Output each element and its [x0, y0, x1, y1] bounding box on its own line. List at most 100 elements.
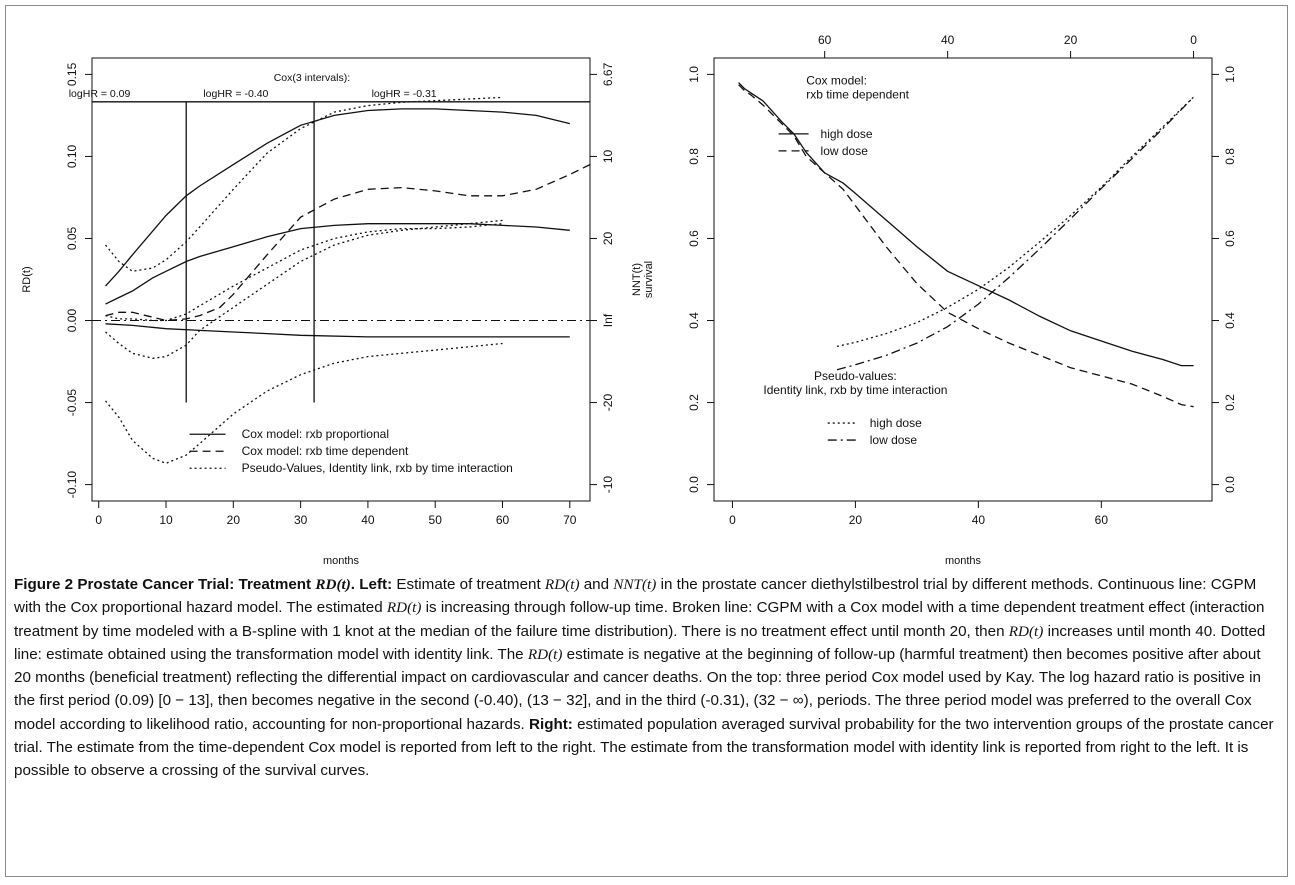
caption-math: RD(t)	[527, 645, 563, 663]
caption-math: RD(t)	[1008, 622, 1044, 640]
y2-tick-label: 0.2	[1223, 394, 1237, 411]
top-tick-label: 0	[1190, 33, 1197, 47]
series-line	[105, 219, 503, 359]
caption-math: RD(t)	[544, 576, 580, 593]
y2-tick-label: 20	[601, 231, 615, 245]
x-tick-label: 60	[496, 513, 510, 527]
y2-tick-label: Inf	[601, 313, 615, 327]
y2-tick-label: 0.8	[1223, 148, 1237, 165]
series-line	[105, 108, 570, 287]
figure-label: Figure 2	[14, 576, 74, 593]
caption-text: and	[579, 576, 614, 593]
cox-interval-label: logHR = 0.09	[69, 88, 131, 100]
x-tick-label: 30	[294, 513, 308, 527]
figure-caption: Figure 2 Prostate Cancer Trial: Treatmen…	[14, 573, 1276, 783]
annotation-pseudo: Pseudo-values:Identity link, rxb by time…	[763, 369, 947, 447]
cox-intervals-title: Cox(3 intervals):	[274, 72, 350, 84]
left-panel-chart: 0 10 20 30 40 50 60 70 months -0.10 -0.05 0.00 0.05 0…	[21, 57, 643, 567]
legend: Cox model: rxb proportional Cox model: rx…	[189, 427, 513, 475]
y-tick-label: 0.0	[687, 476, 701, 493]
top-tick-label: 20	[1064, 33, 1078, 47]
y-tick-label: 0.10	[65, 144, 79, 168]
caption-math: NNT(t)	[613, 576, 657, 593]
x-tick-label: 20	[849, 513, 863, 527]
figure-title-math: RD(t)	[315, 576, 351, 593]
series-group	[92, 96, 590, 464]
caption-text: estimated population averaged survival p…	[14, 715, 1274, 780]
annotation-label: low dose	[870, 433, 918, 447]
figure-title-end: .	[350, 576, 360, 593]
y2-tick-label: 0.0	[1223, 476, 1237, 493]
x-tick-label: 70	[563, 513, 577, 527]
x-tick-label: 40	[972, 513, 986, 527]
y-tick-label: 0.6	[687, 230, 701, 247]
series-line	[105, 223, 570, 305]
annotation-cox: Cox model:rxb time dependent high dose low…	[778, 74, 910, 158]
caption-math: RD(t)	[386, 599, 422, 617]
plot-frame	[713, 57, 1213, 502]
y2-axis-label: NNT(t)	[631, 263, 643, 296]
y-tick-label: 0.05	[65, 226, 79, 250]
y2-tick-label: 0.6	[1223, 230, 1237, 247]
x-tick-label: 0	[95, 513, 102, 527]
caption-text: is increasing through follow-up time. Br…	[14, 599, 1265, 640]
series-line	[738, 84, 1194, 408]
y-tick-label: 0.4	[687, 312, 701, 329]
y-tick-label: 1.0	[687, 66, 701, 83]
x-tick-label: 20	[227, 513, 241, 527]
x-axis-label: months	[945, 555, 982, 567]
legend-label: Cox model: rxb proportional	[242, 427, 389, 441]
y-tick-label: 0.15	[65, 62, 79, 86]
annotation-title: rxb time dependent	[806, 88, 909, 102]
x-tick-label: 10	[159, 513, 173, 527]
left-label: Left:	[359, 576, 393, 593]
series-line	[105, 164, 590, 322]
x-tick-label: 0	[729, 513, 736, 527]
y-tick-label: -0.05	[65, 389, 79, 417]
y2-tick-label: -20	[601, 394, 615, 412]
series-line	[105, 223, 503, 322]
y-axis-label: RD(t)	[21, 266, 33, 292]
annotation-title: Identity link, rxb by time interaction	[763, 383, 947, 397]
y2-tick-label: -10	[601, 476, 615, 494]
right-panel-chart: 0 20 40 60 months 0.0 0.2 0.4 0.6 0.8 1.0 survival 0…	[643, 33, 1237, 567]
series-line	[104, 342, 503, 464]
y-tick-label: 0.2	[687, 394, 701, 411]
plot-frame	[91, 57, 591, 502]
x-axis-label: months	[323, 555, 360, 567]
annotation-label: high dose	[821, 127, 873, 141]
right-label: Right:	[529, 715, 573, 733]
annotation-title: Pseudo-values:	[814, 369, 897, 383]
figure-title: Prostate Cancer Trial: Treatment	[77, 576, 316, 593]
caption-text: Estimate of treatment	[392, 576, 545, 593]
series-group	[738, 82, 1195, 408]
top-tick-label: 40	[941, 33, 955, 47]
y2-tick-label: 6.67	[601, 62, 615, 86]
caption-text: in the prostate cancer diethylstilbestro…	[14, 576, 1257, 617]
caption-text: increases until month 40. Dotted line: e…	[14, 622, 1266, 663]
y2-tick-label: 1.0	[1223, 66, 1237, 83]
y-tick-label: 0.8	[687, 148, 701, 165]
top-tick-label: 60	[818, 33, 832, 47]
series-line	[104, 96, 503, 272]
series-line	[836, 96, 1195, 371]
x-tick-label: 40	[361, 513, 375, 527]
caption-text: estimate is negative at the beginning of…	[14, 645, 1261, 733]
legend-label: Pseudo-Values, Identity link, rxb by tim…	[242, 461, 513, 475]
legend-label: Cox model: rxb time dependent	[242, 444, 409, 458]
x-tick-label: 60	[1095, 513, 1109, 527]
series-line	[105, 323, 570, 338]
y2-tick-label: 0.4	[1223, 312, 1237, 329]
x-tick-label: 50	[429, 513, 443, 527]
cox-interval-label: logHR = -0.40	[203, 88, 268, 100]
series-line	[738, 82, 1194, 367]
y-axis-label: survival	[643, 261, 655, 298]
y2-tick-label: 10	[601, 149, 615, 163]
figure-charts: 0 10 20 30 40 50 60 70months-0.10-0.050.000.050…	[21, 33, 1237, 567]
annotation-label: low dose	[821, 144, 869, 158]
figure-frame	[5, 5, 1288, 877]
annotation-title: Cox model:	[806, 74, 867, 88]
series-line	[836, 96, 1195, 348]
y-tick-label: -0.10	[65, 471, 79, 499]
y-tick-label: 0.00	[65, 309, 79, 333]
